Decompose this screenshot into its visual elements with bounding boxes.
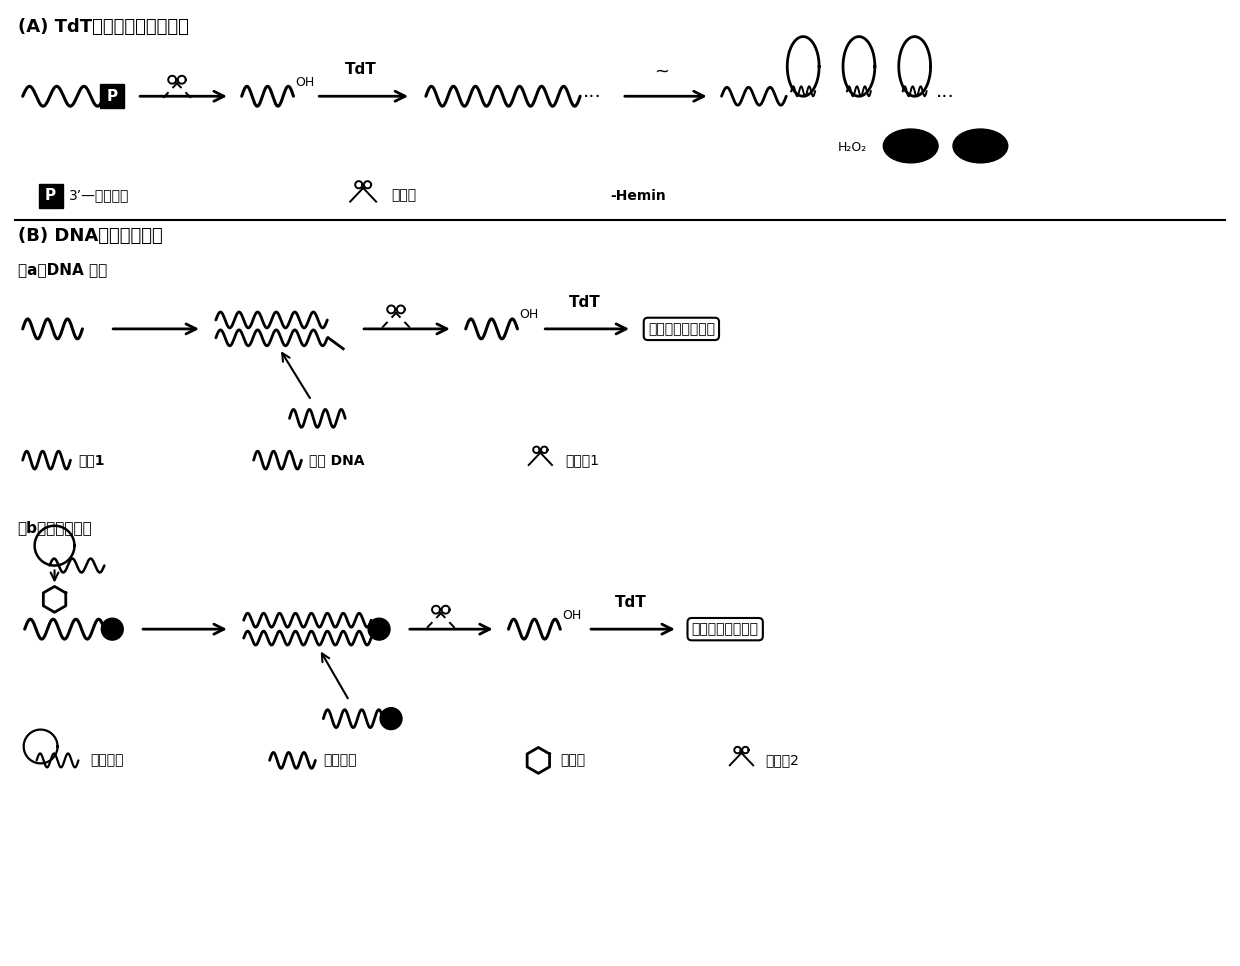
Text: （a）DNA 检测: （a）DNA 检测: [17, 262, 107, 276]
FancyBboxPatch shape: [100, 84, 124, 108]
Text: TdT: TdT: [569, 295, 601, 310]
Text: 凝血酶: 凝血酶: [560, 753, 585, 767]
Text: （b）凝血酶检测: （b）凝血酶检测: [17, 521, 93, 535]
Text: (B) DNA和凝血酶检测: (B) DNA和凝血酶检测: [17, 227, 162, 245]
Text: 放大探针: 放大探针: [324, 753, 357, 767]
Ellipse shape: [368, 618, 391, 640]
Text: 内切酶2: 内切酶2: [765, 753, 800, 767]
Text: H₂O₂: H₂O₂: [838, 141, 867, 155]
Text: 识别探针: 识别探针: [91, 753, 124, 767]
Text: -Hemin: -Hemin: [610, 188, 666, 203]
Text: (A) TdT产生的鸟嘚呤四链体: (A) TdT产生的鸟嘚呤四链体: [17, 17, 188, 36]
Text: OH: OH: [520, 308, 538, 322]
Text: TdT: TdT: [615, 595, 647, 611]
Ellipse shape: [883, 129, 939, 163]
Text: OH: OH: [295, 75, 315, 89]
Text: 随机鸟嘚呤四链体: 随机鸟嘚呤四链体: [647, 322, 715, 336]
Text: TdT: TdT: [345, 63, 377, 77]
Text: 3’—磷酸标记: 3’—磷酸标记: [68, 188, 129, 203]
Ellipse shape: [102, 618, 123, 640]
Text: 内切酶: 内切酶: [391, 188, 417, 203]
Ellipse shape: [381, 708, 402, 729]
Text: 内切酶1: 内切酶1: [565, 453, 599, 468]
Text: 随机鸟嘚呤四链体: 随机鸟嘚呤四链体: [692, 622, 759, 637]
Text: P: P: [107, 89, 118, 103]
Text: OH: OH: [562, 609, 582, 622]
Text: P: P: [45, 188, 56, 203]
Text: ...: ...: [935, 82, 955, 100]
FancyBboxPatch shape: [38, 184, 62, 208]
Text: ~: ~: [655, 63, 670, 80]
Ellipse shape: [954, 129, 1008, 163]
Text: 目标 DNA: 目标 DNA: [310, 453, 365, 468]
Text: 探针1: 探针1: [78, 453, 105, 468]
Text: ...: ...: [583, 82, 601, 100]
